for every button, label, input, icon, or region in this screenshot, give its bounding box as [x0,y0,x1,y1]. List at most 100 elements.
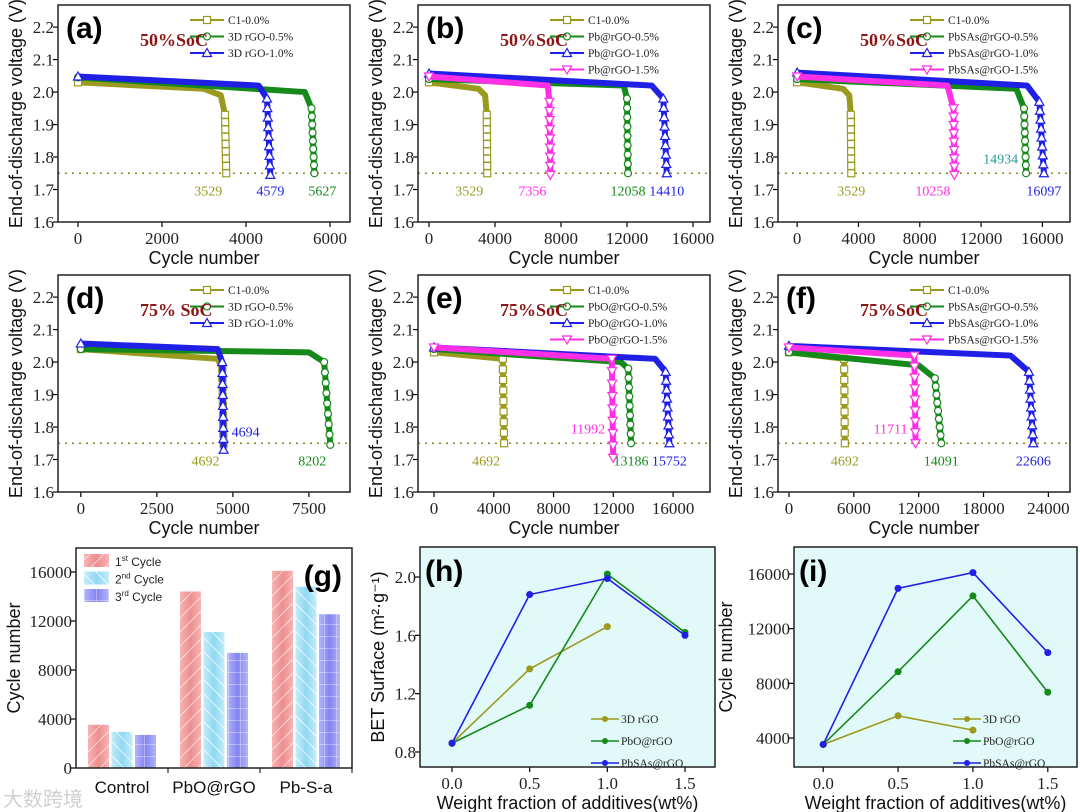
data-point [526,591,534,599]
x-tick-label: 12000 [960,229,1003,248]
plot-frame [777,4,1071,223]
circle-marker [320,368,330,377]
triangle-up-marker [1037,149,1049,160]
triangle-up-marker [660,375,672,385]
y-tick-label: 1.6 [393,213,414,232]
square-marker [221,147,230,156]
legend-label: C1-0.0% [588,15,630,27]
x-axis-label: Weight fraction of additives(wt%) [805,793,1067,812]
circle-marker [623,113,632,122]
triangle-down-marker [544,161,556,172]
triangle-up-marker [217,389,229,400]
y-tick-label: 1.7 [33,451,55,470]
triangle-down-marker [909,373,921,384]
x-tick-label: 1.5 [674,774,695,793]
square-marker [922,15,932,25]
cycle-annotation: 12058 [610,184,645,199]
series-C1-0.0% [784,348,849,448]
triangle-down-marker [908,362,921,373]
triangle-down-marker [909,417,921,428]
legend-label: C1-0.0% [948,15,990,27]
circle-marker [308,128,317,137]
triangle-down-marker [544,134,556,145]
y-tick-label: 1.9 [33,386,54,405]
triangle-up-marker [217,378,229,389]
cycle-annotation: 15752 [652,454,687,469]
y-tick-label: 2.1 [753,321,774,340]
triangle-down-marker [921,65,933,76]
circle-marker [624,364,633,373]
triangle-down-marker [948,170,960,181]
series-line [433,344,617,458]
data-point [819,740,827,748]
triangle-up-marker [1023,375,1036,385]
cycle-annotation: 4692 [831,454,859,469]
y-tick-label: 0.8 [395,743,416,762]
panel-label: (h) [425,555,463,588]
plot-frame [793,546,1078,768]
circle-marker [1021,161,1030,170]
legend-item: Pb@rGO-1.5% [550,65,659,77]
square-marker [840,428,849,437]
plot-background [420,547,715,767]
triangle-up-marker [261,102,273,113]
legend-label: PbO@rGO-1.0% [588,318,668,330]
y-tick-label: 1.7 [393,181,415,200]
x-tick-label: 1.5 [1037,774,1058,793]
square-marker [847,169,856,178]
legend-label: C1-0.0% [948,285,990,297]
x-tick-label: 0 [74,229,83,248]
circle-marker [562,302,572,311]
triangle-up-marker [1036,131,1048,142]
triangle-up-marker [1035,122,1047,133]
x-tick-label: 16000 [672,229,715,248]
triangle-up-marker [661,167,673,178]
y-axis-label: End-of-discharge voltage (V) [366,0,386,228]
triangle-up-marker [1034,105,1046,115]
legend-item: 3D rGO-1.0% [190,317,294,330]
legend-label: 3D rGO-1.0% [228,318,294,330]
plot-frame [417,274,711,493]
triangle-up-marker [1033,96,1045,106]
square-marker [482,139,492,149]
legend-item: 3D rGO-0.5% [190,32,294,44]
cycle-annotation: 14410 [649,184,684,199]
triangle-down-marker [423,72,435,83]
square-marker [221,139,230,149]
triangle-up-marker [75,337,87,348]
triangle-down-marker [561,65,573,76]
triangle-up-marker [921,317,933,328]
legend-label: PbSAs@rGO-1.0% [948,48,1039,60]
soc-label: 50%SoC [140,30,208,50]
triangle-up-marker [1027,437,1039,448]
series-line [796,79,855,174]
soc-label: 75%SoC [500,300,568,320]
legend-item: PbSAs@rGO-1.0% [910,47,1039,60]
x-tick-label: 4000 [477,499,511,518]
legend-swatch-hatch [84,571,109,585]
x-axis-label: Weight fraction of additives(wt%) [437,793,699,812]
x-tick-label: 4000 [229,229,263,248]
circle-marker [932,390,941,399]
panel-label: (d) [66,282,104,315]
triangle-down-marker [606,354,618,365]
y-tick-label: 1.8 [393,418,414,437]
triangle-up-marker [201,47,213,58]
triangle-down-marker [909,406,921,417]
y-tick-label: 1.8 [393,148,414,167]
triangle-up-marker [659,139,671,150]
y-tick-label: 2.2 [33,288,54,307]
square-marker [847,161,856,171]
x-tick-label: 0 [793,229,802,248]
y-axis-label: End-of-discharge voltage (V) [6,0,26,228]
circle-marker [626,429,635,439]
series-line [80,346,227,444]
x-tick-label: 8000 [544,229,578,248]
panels: 1.61.71.81.92.02.12.20 2000 4000 6000Cycle … [4,0,1078,812]
triangle-up-marker [663,437,675,448]
bar-hatch [111,731,133,768]
triangle-up-marker [662,410,674,421]
triangle-down-marker [791,72,803,83]
bar-hatch [135,734,156,768]
series-PbSAs@rGO-0.5% [784,348,946,448]
